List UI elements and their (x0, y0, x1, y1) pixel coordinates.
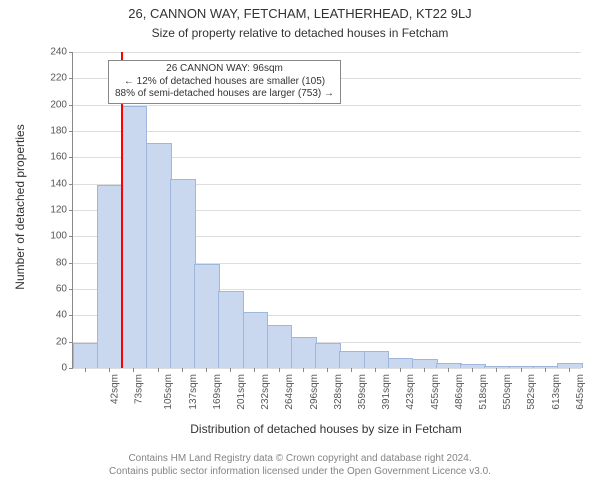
y-tick-label: 0 (61, 363, 73, 374)
x-tick-label: 232sqm (260, 374, 271, 410)
y-tick-label: 60 (56, 284, 73, 295)
y-tick-label: 100 (50, 231, 73, 242)
grid-line (73, 52, 581, 53)
histogram-bar (146, 143, 172, 368)
page-title: 26, CANNON WAY, FETCHAM, LEATHERHEAD, KT… (0, 6, 600, 21)
histogram-bar (291, 337, 317, 368)
x-tick-label: 645sqm (575, 374, 586, 410)
x-tick-label: 359sqm (357, 374, 368, 410)
x-tick-label: 423sqm (405, 374, 416, 410)
histogram-bar (339, 351, 365, 368)
histogram-bar (243, 312, 269, 368)
histogram-bar (388, 358, 414, 368)
histogram-bar (267, 325, 293, 368)
histogram-bar (364, 351, 390, 368)
x-tick-label: 137sqm (188, 374, 199, 410)
annotation-line: 88% of semi-detached houses are larger (… (115, 88, 334, 101)
histogram-bar (533, 366, 559, 368)
x-tick-label: 296sqm (309, 374, 320, 410)
x-tick-label: 105sqm (164, 374, 175, 410)
y-tick-label: 80 (56, 257, 73, 268)
y-tick-label: 220 (50, 73, 73, 84)
grid-line (73, 131, 581, 132)
footer-attribution: Contains HM Land Registry data © Crown c… (0, 452, 600, 478)
annotation-line: ← 12% of detached houses are smaller (10… (115, 76, 334, 89)
y-tick-label: 20 (56, 336, 73, 347)
x-tick-label: 582sqm (526, 374, 537, 410)
x-tick-label: 264sqm (285, 374, 296, 410)
annotation-box: 26 CANNON WAY: 96sqm← 12% of detached ho… (108, 60, 341, 104)
histogram-bar (315, 343, 341, 368)
histogram-bar (170, 179, 196, 368)
annotation-line: 26 CANNON WAY: 96sqm (115, 63, 334, 76)
x-tick-label: 550sqm (502, 374, 513, 410)
x-tick-label: 42sqm (110, 374, 121, 404)
y-tick-label: 180 (50, 126, 73, 137)
histogram-bar (73, 343, 99, 368)
x-tick-label: 391sqm (381, 374, 392, 410)
histogram-bar (97, 185, 123, 368)
footer-line-1: Contains HM Land Registry data © Crown c… (0, 452, 600, 465)
x-tick-label: 328sqm (333, 374, 344, 410)
y-tick-label: 160 (50, 152, 73, 163)
histogram-bar (436, 363, 462, 368)
y-tick-label: 140 (50, 178, 73, 189)
x-axis-label: Distribution of detached houses by size … (126, 422, 526, 436)
x-tick-label: 518sqm (478, 374, 489, 410)
y-tick-label: 120 (50, 205, 73, 216)
x-tick-label: 613sqm (551, 374, 562, 410)
y-tick-label: 240 (50, 47, 73, 58)
histogram-bar (557, 363, 583, 368)
x-tick-label: 73sqm (134, 374, 145, 404)
x-tick-label: 169sqm (212, 374, 223, 410)
page-subtitle: Size of property relative to detached ho… (0, 26, 600, 40)
x-tick-label: 486sqm (454, 374, 465, 410)
histogram-bar (122, 106, 148, 368)
footer-line-2: Contains public sector information licen… (0, 465, 600, 478)
histogram-bar (218, 291, 244, 368)
y-tick-label: 40 (56, 310, 73, 321)
x-tick-label: 455sqm (430, 374, 441, 410)
x-tick-label: 201sqm (236, 374, 247, 410)
y-axis-label: Number of detached properties (13, 87, 27, 327)
histogram-bar (194, 264, 220, 368)
y-tick-label: 200 (50, 99, 73, 110)
histogram-bar (412, 359, 438, 368)
grid-line (73, 105, 581, 106)
